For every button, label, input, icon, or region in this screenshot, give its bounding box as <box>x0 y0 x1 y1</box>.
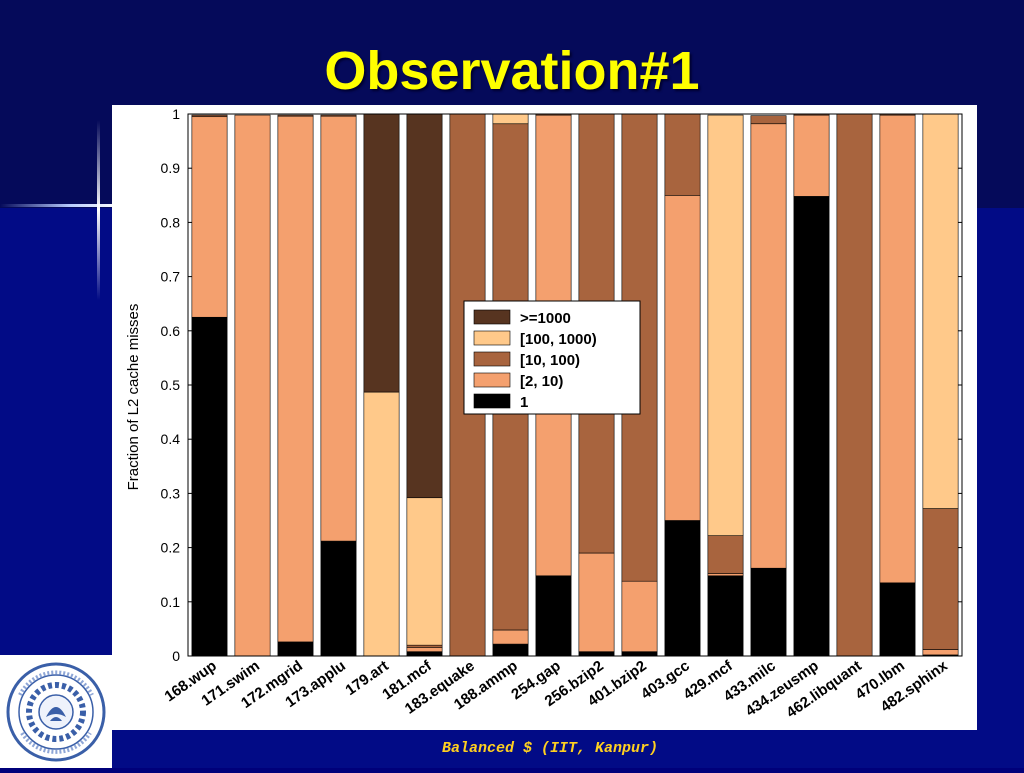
legend-label: [10, 100) <box>520 352 580 369</box>
y-tick-label: 0.1 <box>161 594 181 610</box>
bar-segment <box>320 115 357 542</box>
y-tick-label: 0.4 <box>161 431 181 447</box>
iit-kanpur-seal-icon <box>6 662 106 762</box>
footer-text: Balanced $ (IIT, Kanpur) <box>441 740 659 757</box>
legend-swatch <box>473 393 511 409</box>
y-tick-label: 0.9 <box>161 160 181 176</box>
bar-segment <box>191 114 228 118</box>
bar-segment <box>664 195 701 521</box>
bar-segment <box>492 643 529 657</box>
bar-segment <box>750 123 787 569</box>
bar-segment <box>836 113 873 657</box>
bar-segment <box>406 497 443 646</box>
bar-segment <box>363 391 400 657</box>
bar-segment <box>406 113 443 499</box>
y-tick-label: 0.7 <box>161 269 181 285</box>
bar-segment <box>707 575 744 657</box>
y-tick-label: 1 <box>172 106 180 122</box>
bar-segment <box>750 115 787 125</box>
slide-title: Observation#1 <box>324 41 700 101</box>
legend-swatch <box>473 330 511 346</box>
y-tick-label: 0.8 <box>161 214 181 230</box>
bar-segment <box>277 114 314 117</box>
legend-label: [2, 10) <box>520 373 563 390</box>
y-tick-label: 0.3 <box>161 485 181 501</box>
bar-segment <box>320 114 357 117</box>
bar-segment <box>793 114 830 197</box>
y-tick-label: 0.2 <box>161 540 181 556</box>
bar-segment <box>191 116 228 318</box>
chart-panel: 0 0.1 0.2 0.3 0.4 0.5 0.6 0.7 0.8 0.9 1 Fraction of… <box>112 105 977 730</box>
bar-segment <box>621 580 658 652</box>
bar-segment <box>707 535 744 574</box>
bar-segment <box>879 582 916 657</box>
y-tick-label: 0 <box>172 648 180 664</box>
legend-swatch <box>473 351 511 367</box>
bar-segment <box>234 114 271 657</box>
bar-segment <box>535 575 572 657</box>
bar-segment <box>277 115 314 643</box>
bar-segment <box>492 113 529 125</box>
sparkle-horizontal <box>0 204 118 207</box>
legend-label: 1 <box>520 394 528 411</box>
bar-segment <box>578 552 615 652</box>
bar-segment <box>621 651 658 657</box>
y-tick-label: 0.5 <box>161 377 181 393</box>
bar-segment <box>922 649 959 656</box>
y-tick-label: 0.6 <box>161 323 181 339</box>
bar-segment <box>793 196 830 657</box>
bar-segment <box>406 651 443 657</box>
plot-frame <box>187 113 963 657</box>
legend-swatch <box>473 372 511 388</box>
stacked-bar-chart: 0 0.1 0.2 0.3 0.4 0.5 0.6 0.7 0.8 0.9 1 Fraction of… <box>125 106 963 721</box>
bar-segment <box>664 520 701 657</box>
bar-segment <box>707 114 744 536</box>
bar-segment <box>707 573 744 577</box>
bar-segment <box>922 508 959 650</box>
legend-swatch <box>473 309 511 325</box>
bar-segment <box>191 316 228 657</box>
bar-segment <box>750 567 787 657</box>
sparkle-vertical <box>97 120 100 300</box>
bar-segment <box>363 113 400 393</box>
logo-panel <box>0 655 112 768</box>
bar-segment <box>406 647 443 652</box>
bar-segment <box>320 540 357 657</box>
bar-segment <box>922 113 959 509</box>
legend-label: >=1000 <box>520 310 571 327</box>
legend-label: [100, 1000) <box>520 331 597 348</box>
bar-segment <box>406 644 443 648</box>
y-axis-title: Fraction of L2 cache misses <box>125 304 142 491</box>
bar-segment <box>664 113 701 196</box>
bar-segment <box>879 114 916 584</box>
bar-segment <box>492 629 529 645</box>
bar-segment <box>578 651 615 657</box>
bar-segment <box>277 641 314 657</box>
